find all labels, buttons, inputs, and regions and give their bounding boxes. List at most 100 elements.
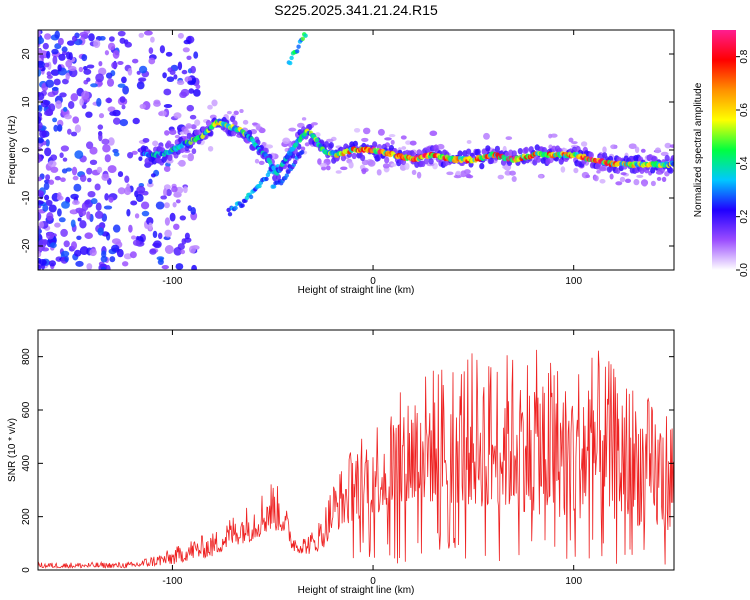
spectrogram-cell [548, 133, 553, 139]
spectrogram-cell [132, 239, 140, 246]
spectrogram-cell [661, 176, 667, 183]
spectrogram-cell [466, 148, 472, 155]
spectrogram-cells [38, 30, 674, 270]
spectrogram-cell [174, 134, 180, 139]
spectrogram-cell [226, 110, 232, 115]
spectrogram-cell [52, 55, 58, 65]
spectrogram-cell [83, 68, 92, 75]
spectrogram-cell [104, 154, 111, 163]
colorbar-scale [712, 30, 736, 270]
spectrogram-cell [70, 209, 77, 215]
spectrogram-cell [429, 130, 438, 137]
spectrogram-cell [176, 80, 185, 86]
spectrogram-cell [183, 186, 188, 194]
spectrogram-cell [560, 166, 566, 173]
spectrogram-cell [384, 157, 390, 164]
y-tick-label: 400 [21, 455, 32, 472]
spectrogram-cell [166, 140, 172, 147]
spectrogram-cell [348, 161, 354, 169]
y-tick-label: 600 [21, 401, 32, 418]
spectrogram-cell [183, 128, 190, 135]
spectrogram-cell [186, 104, 195, 112]
spectrogram-cell [103, 205, 113, 210]
spectrogram-cell [194, 119, 201, 127]
spectrogram-cell [57, 37, 64, 46]
spectrogram-cell [108, 36, 115, 42]
spectrogram-cell [314, 132, 321, 138]
spectrogram-cell [138, 156, 143, 162]
spectrogram-cell [669, 144, 674, 148]
spectrogram-cell [79, 246, 89, 256]
spectrogram-cell [193, 129, 200, 136]
spectrogram-cell [152, 230, 158, 239]
spectrogram-cell [136, 185, 146, 194]
spectrogram-cell [585, 174, 591, 178]
spectrogram-cell [153, 101, 161, 107]
spectrogram-cell [138, 77, 147, 82]
spectrogram-cell [193, 51, 199, 59]
spectrogram-cell [240, 203, 245, 208]
spectrogram-cell [106, 72, 113, 79]
spectrogram-cell [38, 138, 45, 143]
spectrogram-cell [141, 210, 150, 217]
spectrogram-cell [47, 160, 57, 167]
spectrogram-cell [94, 183, 101, 191]
x-tick-label: -100 [162, 576, 182, 587]
spectrogram-cell [87, 190, 96, 198]
spectrogram-cell [72, 175, 79, 181]
spectrogram-cell [311, 122, 318, 126]
spectrogram-cell [127, 151, 134, 159]
spectrogram-cell [54, 30, 60, 39]
spectrogram-cell [165, 51, 173, 57]
spectrogram-cell [46, 212, 54, 221]
spectrogram-cell [61, 201, 70, 209]
colorbar-tick-label: 0.2 [739, 209, 750, 223]
spectrogram-cell [104, 50, 110, 56]
spectrogram-cell [84, 200, 90, 205]
spectrogram-cell [163, 202, 170, 209]
spectrogram-cell [321, 166, 327, 171]
spectrogram-cell [242, 119, 249, 125]
x-tick-label: 0 [370, 276, 376, 287]
spectrogram-cell [48, 204, 57, 213]
spectrogram-cell [289, 55, 294, 61]
spectrogram-cell [654, 147, 661, 154]
spectrogram-cell [377, 128, 385, 136]
spectrogram-cell [173, 223, 180, 230]
spectrogram-cell [112, 49, 120, 59]
spectrogram-cell [138, 32, 145, 38]
spectrogram-cell [183, 39, 191, 45]
spectrogram-cell [239, 108, 244, 114]
spectrogram-cell [642, 182, 647, 187]
spectrogram-cell [317, 158, 322, 165]
spectrogram-cell [610, 144, 617, 150]
spectrogram-cell [57, 124, 63, 132]
spectrogram-cell [61, 46, 68, 53]
spectrogram-cell [38, 104, 43, 112]
spectrogram-cell [169, 212, 176, 222]
spectrogram-cell [38, 251, 42, 258]
spectrogram-cell [390, 163, 397, 167]
spectrogram-cell [117, 171, 124, 178]
spectrogram-cell [79, 220, 87, 229]
spectrogram-cell [328, 142, 334, 149]
spectrogram-cell [38, 68, 42, 77]
spectrogram-cell [108, 196, 114, 203]
spectrogram-cell [126, 208, 131, 217]
spectrogram-cell [39, 129, 47, 139]
spectrogram-cell [139, 103, 146, 109]
spectrogram-cell [360, 154, 366, 162]
spectrogram-cell [180, 249, 186, 255]
spectrogram-cell [288, 151, 293, 156]
spectrogram-cell [132, 58, 139, 64]
spectrogram-cell [101, 173, 110, 181]
colorbar-ticks: 0.0 0.2 0.4 0.6 0.8 [736, 49, 750, 277]
spectrogram-cell [505, 136, 513, 141]
spectrogram-cell [180, 88, 190, 97]
spectrogram-cell [164, 130, 170, 136]
spectrogram-cell [670, 155, 674, 162]
spectrogram-cell [264, 176, 269, 182]
y-tick-label: -20 [21, 238, 32, 253]
spectrogram-cell [61, 78, 69, 85]
spectrogram-cell [233, 110, 239, 116]
